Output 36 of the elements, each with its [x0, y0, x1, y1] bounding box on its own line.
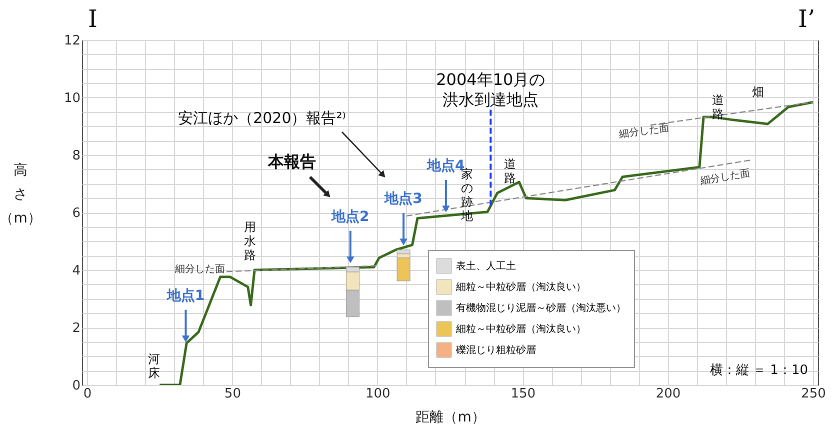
annotation: 畑 — [752, 85, 764, 99]
legend-label: 礫混じり粗粒砂層 — [455, 344, 536, 356]
legend-label: 有機物混じり泥層～砂層（淘汰悪い） — [456, 302, 626, 314]
annotation: 横：縦 ＝ 1：10 — [710, 363, 808, 378]
x-tick-label: 150 — [510, 386, 536, 402]
annotation: 用水路 — [244, 220, 256, 262]
legend-label: 表土、人工土 — [456, 260, 516, 272]
annotation: 細分した面 — [174, 263, 225, 275]
text: I’ — [798, 5, 816, 33]
x-axis-title: 距離（m） — [416, 410, 486, 426]
x-tick-label: 100 — [365, 386, 390, 402]
ref-line-label: 2004年10月の洪水到達地点 — [436, 70, 546, 109]
annotation: 地点1 — [166, 288, 205, 304]
annotation: 細分した面 — [617, 122, 670, 141]
annotation: 安江ほか（2020）報告²⁾ — [178, 109, 346, 127]
x-tick-label: 0 — [83, 386, 92, 402]
annotation: 河床 — [148, 352, 160, 380]
x-tick-label: 50 — [224, 386, 241, 402]
bar — [396, 258, 410, 282]
y-tick-label: 8 — [72, 148, 80, 164]
y-tick-label: 2 — [72, 321, 80, 336]
y-tick-label: 4 — [72, 264, 80, 278]
x-tick-label: 250 — [801, 386, 826, 402]
annotation: 地点2 — [330, 208, 370, 225]
y-tick-label: 10 — [64, 91, 80, 106]
y-tick-label: 6 — [72, 206, 80, 221]
annotation: 細分した面 — [698, 167, 751, 187]
annotation: 本報告 — [267, 152, 316, 171]
text: I — [88, 5, 98, 33]
y-axis-title: 高さ（m） — [0, 162, 42, 226]
legend-label: 細粒～中粒砂層（淘汰良い） — [455, 281, 586, 293]
legend-label: 細粒～中粒砂層（淘汰良い） — [455, 323, 586, 335]
annotation: 地点3 — [384, 190, 422, 207]
annotation: 道路 — [504, 157, 516, 185]
y-tick-label: 12 — [64, 34, 80, 48]
x-tick-label: 200 — [656, 386, 681, 402]
